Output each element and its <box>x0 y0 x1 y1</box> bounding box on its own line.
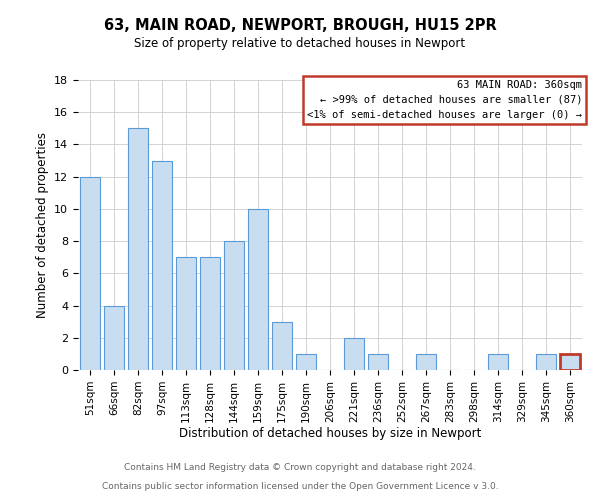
Bar <box>248 209 268 370</box>
Bar <box>344 338 364 370</box>
Bar <box>488 354 508 370</box>
Bar <box>224 241 244 370</box>
Text: Contains HM Land Registry data © Crown copyright and database right 2024.: Contains HM Land Registry data © Crown c… <box>124 464 476 472</box>
Bar <box>536 354 556 370</box>
Text: Contains public sector information licensed under the Open Government Licence v : Contains public sector information licen… <box>101 482 499 491</box>
Bar <box>296 354 316 370</box>
Y-axis label: Number of detached properties: Number of detached properties <box>35 132 49 318</box>
Text: Size of property relative to detached houses in Newport: Size of property relative to detached ho… <box>134 38 466 51</box>
Text: 63 MAIN ROAD: 360sqm
← >99% of detached houses are smaller (87)
<1% of semi-deta: 63 MAIN ROAD: 360sqm ← >99% of detached … <box>307 80 582 120</box>
Bar <box>560 354 580 370</box>
Bar <box>272 322 292 370</box>
Bar <box>152 160 172 370</box>
Bar <box>80 176 100 370</box>
Bar <box>200 257 220 370</box>
Bar <box>128 128 148 370</box>
X-axis label: Distribution of detached houses by size in Newport: Distribution of detached houses by size … <box>179 428 481 440</box>
Bar <box>104 306 124 370</box>
Text: 63, MAIN ROAD, NEWPORT, BROUGH, HU15 2PR: 63, MAIN ROAD, NEWPORT, BROUGH, HU15 2PR <box>104 18 496 32</box>
Bar <box>176 257 196 370</box>
Bar <box>368 354 388 370</box>
Bar <box>416 354 436 370</box>
